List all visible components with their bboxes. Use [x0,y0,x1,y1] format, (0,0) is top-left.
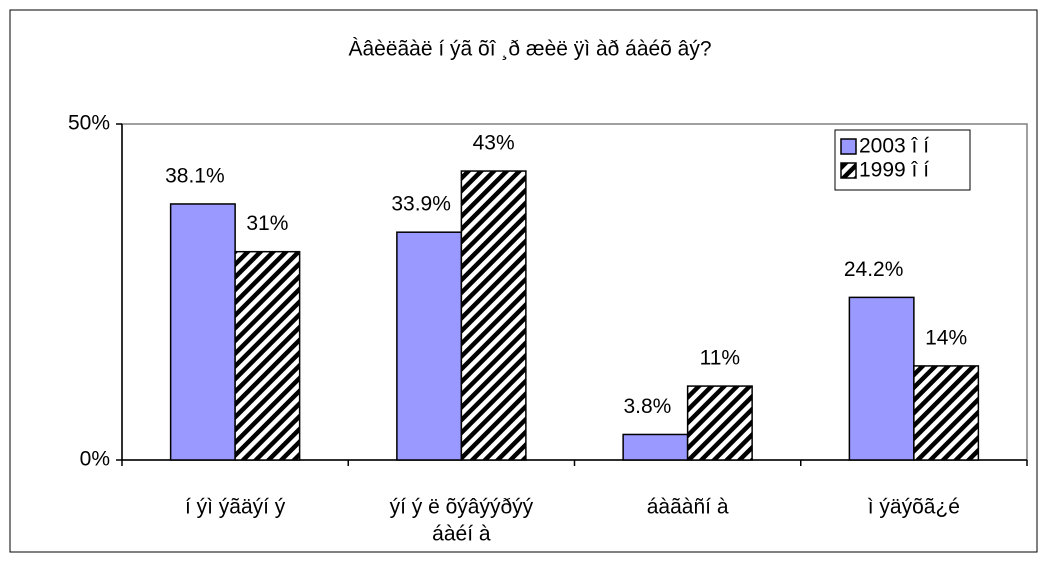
data-label: 43% [473,132,515,155]
y-tick-label: 50% [68,112,110,135]
bar [913,365,980,461]
bar [460,170,527,461]
data-label: 33.9% [391,193,451,216]
x-tick-label: ì ýäýõã¿é [868,496,960,519]
x-tick-label: áàãàñí à [647,496,729,519]
legend-box [834,129,971,191]
bar [686,385,753,461]
y-tick-label: 0% [80,448,110,471]
data-label: 3.8% [623,395,671,418]
data-label: 14% [925,326,967,349]
legend-label: 2003 î í [859,135,929,158]
legend-swatch [840,162,857,179]
x-tick-label: í ýì ýãäýí ý [185,496,286,519]
data-label: 31% [246,212,288,235]
data-label: 11% [700,347,740,370]
data-label: 38.1% [165,165,225,188]
bar [396,231,463,461]
x-tick-label: ýí ý ë õýâýýðýý [390,496,534,519]
chart-title: Àâèëãàë í ýã õî ¸ð æèë ÿì àð áàéõ âý? [348,38,711,61]
bar [848,296,915,461]
bar [234,250,301,461]
data-label: 24.2% [844,258,904,281]
legend-swatch [840,138,857,155]
legend-label: 1999 î í [859,159,929,182]
bar [169,203,236,461]
x-tick-label: áàéí à [432,523,491,546]
bar [622,433,689,461]
